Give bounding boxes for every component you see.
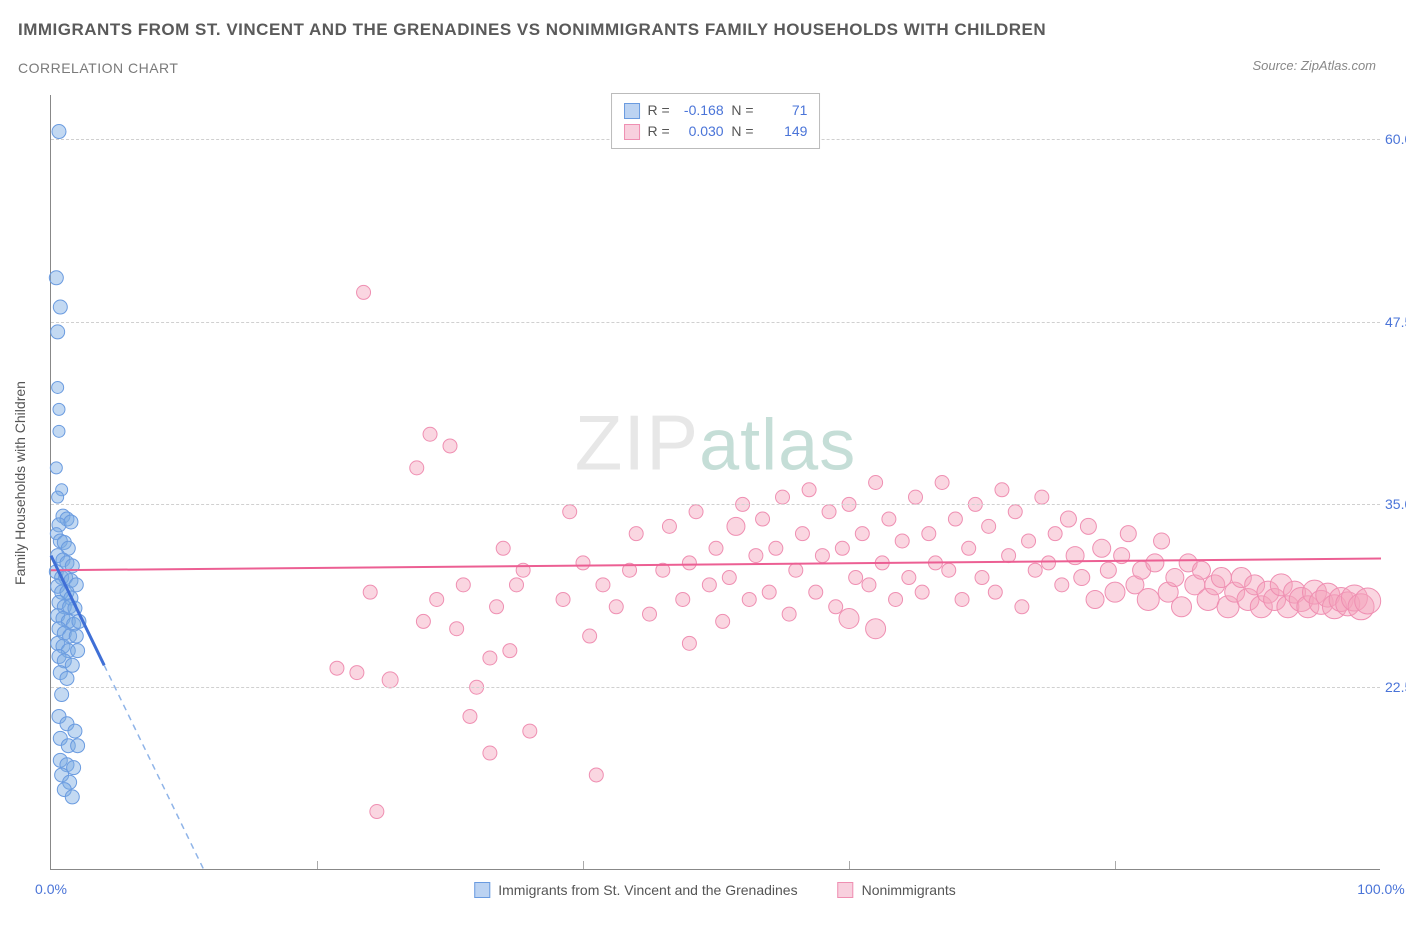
legend-stats-row-0: R = -0.168 N = 71 [624, 100, 808, 121]
chart-subtitle: CORRELATION CHART [18, 60, 178, 76]
legend-bottom-swatch-1 [838, 882, 854, 898]
x-tick [317, 861, 318, 869]
gridline-h [51, 687, 1380, 688]
legend-bottom-item-0: Immigrants from St. Vincent and the Gren… [474, 882, 797, 898]
legend-bottom-swatch-0 [474, 882, 490, 898]
scatter-svg [51, 95, 1380, 869]
legend-bottom-label-1: Nonimmigrants [862, 882, 956, 898]
gridline-h [51, 504, 1380, 505]
x-tick [583, 861, 584, 869]
legend-stats: R = -0.168 N = 71 R = 0.030 N = 149 [611, 93, 821, 149]
plot-region: ZIPatlas R = -0.168 N = 71 R = 0.030 N =… [50, 95, 1380, 870]
y-axis-label: Family Households with Children [12, 381, 28, 585]
legend-swatch-1 [624, 124, 640, 140]
x-tick-label: 100.0% [1357, 881, 1404, 897]
y-tick-label: 60.0% [1385, 131, 1406, 147]
x-tick [849, 861, 850, 869]
legend-swatch-0 [624, 103, 640, 119]
legend-bottom-label-0: Immigrants from St. Vincent and the Gren… [498, 882, 797, 898]
legend-bottom-item-1: Nonimmigrants [838, 882, 956, 898]
y-tick-label: 35.0% [1385, 496, 1406, 512]
y-tick-label: 22.5% [1385, 679, 1406, 695]
legend-stats-row-1: R = 0.030 N = 149 [624, 121, 808, 142]
legend-bottom: Immigrants from St. Vincent and the Gren… [474, 882, 955, 898]
y-tick-label: 47.5% [1385, 314, 1406, 330]
chart-title: IMMIGRANTS FROM ST. VINCENT AND THE GREN… [18, 20, 1046, 40]
chart-area: ZIPatlas R = -0.168 N = 71 R = 0.030 N =… [50, 95, 1380, 870]
gridline-h [51, 322, 1380, 323]
x-tick [1115, 861, 1116, 869]
source-attribution: Source: ZipAtlas.com [1252, 58, 1376, 73]
x-tick-label: 0.0% [35, 881, 67, 897]
